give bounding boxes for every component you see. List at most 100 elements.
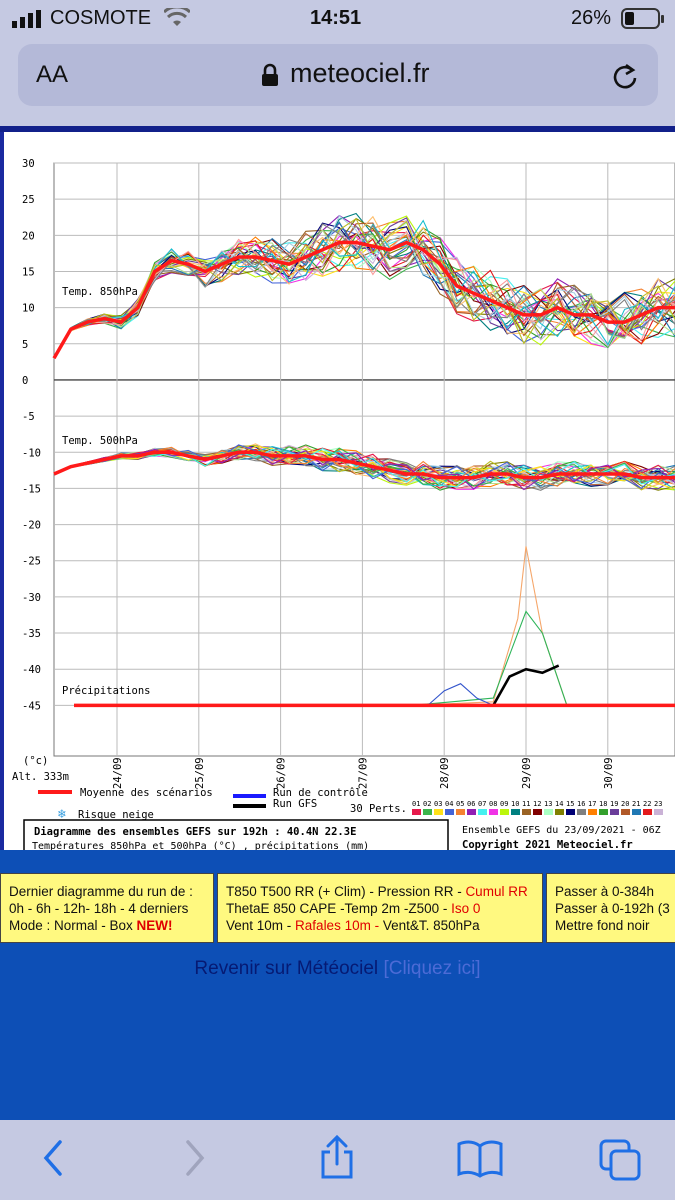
y-tick-label: -20 (22, 520, 41, 532)
signal-icon (12, 10, 41, 28)
chart-left-border (0, 132, 4, 850)
pert-id: 03 (434, 800, 442, 808)
run-box-line2[interactable]: 0h - 6h - 12h- 18h - 4 derniers (9, 901, 189, 916)
forward-icon[interactable] (180, 1138, 210, 1178)
pert-id: 22 (643, 800, 651, 808)
bookmarks-icon[interactable] (456, 1138, 504, 1178)
share-icon[interactable] (318, 1134, 356, 1180)
clock: 14:51 (310, 7, 362, 29)
pert-id: 16 (577, 800, 585, 808)
pert-id: 02 (423, 800, 431, 808)
altitude-label: Alt. 333m (12, 771, 69, 783)
y-tick-label: -10 (22, 447, 41, 459)
x-tick-label: 29/09 (521, 757, 533, 789)
ensemble-t850-line (53, 223, 675, 359)
pert-swatch (588, 809, 597, 815)
run-label: Ensemble GEFS du 23/09/2021 - 06Z (462, 825, 661, 836)
legend-perts: 30 Perts. (350, 803, 407, 815)
back-link-click[interactable]: [Cliquez ici] (383, 958, 481, 979)
ensemble-t850-line (53, 217, 675, 359)
run-box: Dernier diagramme du run de : 0h - 6h - … (0, 873, 214, 943)
param-links-1[interactable]: T850 T500 RR (+ Clim) - Pression RR - (226, 884, 466, 899)
param-box-line2[interactable]: ThetaE 850 CAPE -Temp 2m -Z500 - Iso 0 (226, 900, 534, 917)
pert-id: 17 (588, 800, 596, 808)
pert-swatch (555, 809, 564, 815)
pert-swatch (434, 809, 443, 815)
mode-links[interactable]: Mode : Normal - Box (9, 918, 137, 933)
link-192h[interactable]: Passer à 0-192h (3 (555, 901, 670, 916)
back-link-text[interactable]: Revenir sur Météociel (194, 958, 379, 979)
pert-swatch (599, 809, 608, 815)
legend-gfs: Run GFS (273, 798, 317, 810)
pert-swatch (489, 809, 498, 815)
pert-id: 07 (478, 800, 486, 808)
status-bar: COSMOTE 14:51 26% (0, 0, 675, 38)
y-tick-label: -40 (22, 664, 41, 676)
pert-swatch (500, 809, 509, 815)
run-box-line1[interactable]: Dernier diagramme du run de : (9, 884, 193, 899)
ensemble-t500-line (53, 447, 675, 488)
pert-swatch (643, 809, 652, 815)
param-box-line3[interactable]: Vent 10m - Rafales 10m - Vent&T. 850hPa (226, 917, 534, 934)
pert-swatch (423, 809, 432, 815)
y-tick-label: -35 (22, 628, 41, 640)
pert-swatch (445, 809, 454, 815)
url-text[interactable]: meteociel.fr (290, 58, 430, 88)
copyright-label: Copyright 2021 Meteociel.fr (462, 839, 633, 850)
mean-t500-line (53, 450, 675, 480)
label-t850: Temp. 850hPa (62, 286, 138, 298)
address-area: AA meteociel.fr (0, 38, 675, 126)
pert-id: 11 (522, 800, 530, 808)
link-384h[interactable]: Passer à 0-384h (555, 884, 655, 899)
reload-icon[interactable] (610, 62, 640, 92)
pert-swatch (511, 809, 520, 815)
run-box-line3[interactable]: Mode : Normal - Box NEW! (9, 917, 205, 934)
pert-swatch (621, 809, 630, 815)
y-tick-label: -45 (22, 700, 41, 712)
pert-swatch (478, 809, 487, 815)
precip-member-line (427, 683, 494, 706)
y-tick-label: -25 (22, 556, 41, 568)
link-dark-bg[interactable]: Mettre fond noir (555, 918, 650, 933)
x-tick-label: 26/09 (276, 757, 288, 789)
pert-id: 01 (412, 800, 420, 808)
pert-id: 12 (533, 800, 541, 808)
gfs-precip-line (492, 664, 560, 707)
pert-id: 09 (500, 800, 508, 808)
back-link[interactable]: Revenir sur Météociel [Cliquez ici] (0, 958, 675, 980)
address-bar[interactable]: AA meteociel.fr (18, 44, 658, 106)
y-unit-label: (°c) (23, 755, 48, 767)
pert-id: 08 (489, 800, 497, 808)
pert-id: 13 (544, 800, 552, 808)
param-box-line1[interactable]: T850 T500 RR (+ Clim) - Pression RR - Cu… (226, 883, 534, 900)
ensemble-t850-line (53, 215, 675, 359)
iso0-link[interactable]: Iso 0 (451, 901, 481, 916)
pert-id: 19 (610, 800, 618, 808)
tabs-icon[interactable] (598, 1138, 644, 1182)
browser-toolbar (0, 1120, 675, 1200)
text-size-button[interactable]: AA (36, 61, 69, 88)
vent-t850-link[interactable]: Vent&T. 850hPa (382, 918, 480, 933)
back-icon[interactable] (38, 1138, 68, 1178)
y-tick-label: 5 (22, 339, 28, 351)
chart-title: Diagramme des ensembles GEFS sur 192h : … (34, 826, 356, 838)
cumul-rr-link[interactable]: Cumul RR (465, 884, 528, 899)
pert-swatch (610, 809, 619, 815)
pert-id: 20 (621, 800, 629, 808)
y-tick-label: -30 (22, 592, 41, 604)
vent-link[interactable]: Vent 10m - (226, 918, 296, 933)
pert-id: 21 (632, 800, 640, 808)
caption-box (23, 819, 449, 850)
pert-swatch (467, 809, 476, 815)
y-tick-label: 25 (22, 194, 35, 206)
battery-percent: 26% (571, 7, 612, 29)
rafales-link[interactable]: Rafales 10m - (295, 918, 383, 933)
x-tick-label: 24/09 (112, 757, 124, 789)
param-links-2[interactable]: ThetaE 850 CAPE -Temp 2m -Z500 - (226, 901, 452, 916)
precip-member-line (411, 610, 568, 706)
pert-swatch (456, 809, 465, 815)
y-tick-label: 10 (22, 303, 35, 315)
battery-icon (621, 8, 664, 29)
legend-snow: Risque neige (78, 809, 154, 821)
pert-id: 23 (654, 800, 662, 808)
